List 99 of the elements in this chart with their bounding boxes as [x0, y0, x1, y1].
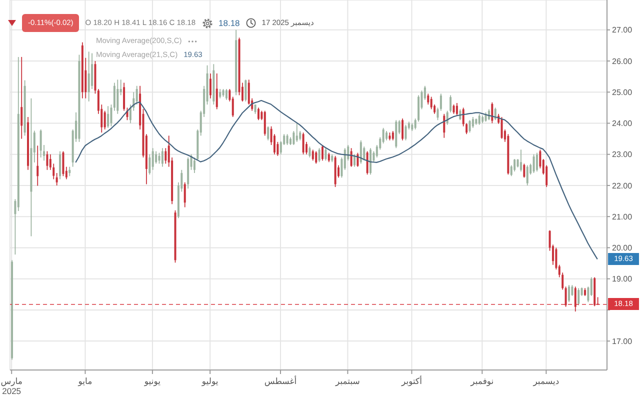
candlestick	[244, 79, 247, 102]
candlestick	[360, 140, 362, 164]
candlestick	[450, 94, 452, 113]
candlestick	[164, 148, 167, 164]
candlestick	[430, 96, 432, 110]
candlestick	[322, 144, 324, 162]
candlestick	[452, 104, 455, 114]
candlestick	[107, 106, 110, 128]
y-tick-label: 19.00	[612, 274, 633, 284]
candlestick	[523, 163, 526, 178]
candlestick	[40, 129, 42, 158]
candlestick	[456, 102, 458, 116]
x-tick-label: يوليو	[200, 376, 219, 387]
candlestick	[113, 82, 116, 112]
candlestick	[225, 88, 228, 100]
candlestick	[209, 72, 212, 99]
candlestick	[491, 102, 494, 124]
candlestick	[257, 107, 260, 121]
candlestick	[312, 149, 314, 162]
candlestick	[264, 110, 266, 136]
candlestick	[443, 113, 446, 138]
candlestick	[161, 148, 164, 168]
y-tick-label: 27.00	[612, 26, 633, 35]
y-tick-label: 26.00	[612, 56, 633, 66]
candlestick	[315, 150, 318, 164]
candlestick	[219, 88, 222, 99]
candlestick	[363, 146, 366, 162]
y-tick-label: 22.00	[612, 181, 633, 190]
candlestick	[427, 93, 430, 106]
candlestick	[286, 134, 288, 146]
candlestick	[104, 110, 106, 130]
candlestick	[568, 284, 570, 303]
candlestick	[436, 107, 439, 121]
y-tick-label: 21.00	[612, 212, 633, 222]
candlestick	[468, 120, 471, 134]
candlestick	[148, 154, 151, 176]
x-tick-label: نوفمبر	[470, 376, 494, 387]
candlestick	[578, 288, 580, 306]
candlestick	[292, 130, 295, 146]
candlestick	[571, 284, 574, 296]
candlestick	[46, 150, 48, 170]
candlestick	[532, 154, 535, 174]
candlestick	[564, 286, 567, 308]
x-tick-label: سبتمبر	[334, 376, 360, 387]
y-tick-label: 20.00	[612, 244, 633, 253]
candlestick	[216, 72, 218, 110]
candlestick	[155, 150, 158, 164]
candlestick	[88, 51, 90, 102]
candlestick	[350, 148, 352, 168]
line-series	[75, 100, 598, 260]
candlestick	[308, 146, 311, 158]
candlestick	[356, 152, 359, 168]
y-tick-label: 23.00	[612, 150, 633, 160]
y-tick-label: 17.00	[612, 336, 633, 346]
candlestick	[267, 126, 270, 141]
candlestick	[328, 152, 330, 163]
candlestick	[536, 152, 538, 172]
candlestick	[296, 122, 298, 142]
candlestick	[254, 104, 256, 114]
candlestick	[123, 82, 126, 112]
candlestick	[366, 150, 368, 176]
x-tick-label: أغسطس	[264, 375, 297, 387]
x-tick-label: أكتوبر	[400, 375, 422, 387]
candlestick	[370, 148, 372, 176]
candlestick	[404, 124, 407, 141]
candlestick	[302, 132, 304, 155]
x-tick-label: مايو	[77, 376, 92, 387]
candlestick	[158, 152, 160, 164]
candlestick	[184, 182, 186, 208]
candlestick	[514, 158, 516, 172]
y-tick-label: 25.00	[612, 88, 633, 97]
candlestick	[392, 130, 394, 141]
candlestick	[402, 118, 404, 141]
x-tick-label: ديسمبر	[532, 376, 560, 387]
candlestick	[574, 286, 576, 312]
candlestick	[318, 148, 320, 163]
candlestick	[59, 150, 62, 180]
candlestick	[472, 116, 474, 128]
candlestick	[382, 127, 384, 144]
x-tick-label: يونيو	[143, 376, 162, 387]
y-tick-label: 24.00	[612, 119, 633, 128]
candlestick	[324, 148, 327, 162]
candlestick	[526, 164, 528, 186]
candlestick	[590, 276, 592, 296]
candlestick	[440, 93, 442, 112]
candlestick	[152, 148, 154, 170]
candlestick	[478, 113, 480, 126]
candlestick	[136, 85, 138, 106]
candlestick	[56, 172, 58, 186]
candlestick	[116, 79, 119, 114]
candlestick	[500, 116, 503, 140]
candlestick	[386, 130, 388, 141]
annotation: 18.18	[218, 18, 240, 28]
candlestick	[520, 149, 522, 172]
candlestick	[36, 145, 39, 186]
candlestick	[62, 150, 64, 177]
candlestick	[20, 56, 23, 140]
candlestick	[110, 104, 112, 127]
candlestick	[68, 166, 71, 177]
